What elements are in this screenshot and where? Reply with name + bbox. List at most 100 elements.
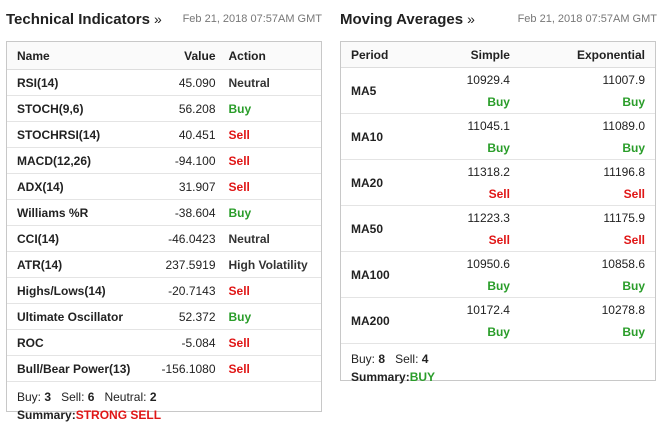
- column-header-period: Period: [341, 42, 429, 68]
- ma-simple-value: 11045.1: [467, 119, 510, 133]
- summary-value: BUY: [409, 370, 436, 384]
- indicator-name[interactable]: MACD(12,26): [7, 147, 151, 174]
- indicator-name[interactable]: Williams %R: [7, 199, 151, 226]
- table-row: STOCHRSI(14) 40.451 Sell: [7, 121, 321, 148]
- ma-simple-value: 10950.6: [466, 257, 510, 271]
- ma-period: MA100: [341, 251, 429, 298]
- indicator-value: 237.5919: [150, 251, 228, 278]
- table-row: ADX(14) 31.907 Sell: [7, 173, 321, 200]
- buy-count: 3: [44, 390, 52, 404]
- indicator-value: 31.907: [150, 173, 228, 200]
- ma-exponential-action: Buy: [622, 279, 645, 293]
- ma-simple-action: Buy: [487, 141, 510, 155]
- table-row: CCI(14) -46.0423 Neutral: [7, 225, 321, 252]
- ma-exponential-value: 11175.9: [603, 211, 645, 225]
- ma-simple-action: Buy: [487, 279, 510, 293]
- technical-table: Name Value Action RSI(14) 45.090 Neutral ST…: [7, 42, 321, 382]
- technical-title-link[interactable]: Technical Indicators»: [6, 11, 162, 28]
- indicator-action: Sell: [227, 147, 321, 174]
- ma-exponential-value: 11089.0: [602, 119, 646, 133]
- indicator-action: Buy: [227, 303, 321, 330]
- ma-exponential-action: Buy: [622, 95, 645, 109]
- column-header-exponential: Exponential: [519, 42, 655, 68]
- ma-simple-cell: 11045.1 Buy: [428, 113, 520, 160]
- indicator-name[interactable]: ROC: [7, 329, 151, 356]
- neutral-count: 2: [149, 390, 157, 404]
- table-row: Highs/Lows(14) -20.7143 Sell: [7, 277, 321, 304]
- technical-header-row: Name Value Action: [7, 42, 321, 70]
- sell-count-label: Sell:: [61, 390, 85, 404]
- column-header-value: Value: [150, 42, 228, 70]
- technical-header: Technical Indicators» Feb 21, 2018 07:57…: [0, 0, 330, 40]
- technical-counts: Buy: 3 Sell: 6 Neutral: 2: [17, 390, 321, 404]
- ma-simple-value: 11223.3: [467, 211, 510, 225]
- table-row: RSI(14) 45.090 Neutral: [7, 69, 321, 96]
- ma-simple-cell: 11223.3 Sell: [428, 205, 520, 252]
- ma-period: MA50: [341, 205, 429, 252]
- indicator-action: Neutral: [227, 225, 321, 252]
- technical-summary: Buy: 3 Sell: 6 Neutral: 2 Summary:STRONG…: [7, 390, 321, 422]
- ma-simple-cell: 11318.2 Sell: [428, 159, 520, 206]
- indicator-name[interactable]: Highs/Lows(14): [7, 277, 151, 304]
- ma-exponential-action: Sell: [623, 187, 645, 201]
- ma-period: MA5: [341, 67, 429, 114]
- indicator-name[interactable]: Ultimate Oscillator: [7, 303, 151, 330]
- indicator-action: Sell: [227, 277, 321, 304]
- indicator-action: Sell: [227, 173, 321, 200]
- table-row: ATR(14) 237.5919 High Volatility: [7, 251, 321, 278]
- table-row: MA100 10950.6 Buy 10858.6 Buy: [341, 251, 655, 298]
- technical-indicators-panel: Technical Indicators» Feb 21, 2018 07:57…: [0, 0, 330, 422]
- column-header-simple: Simple: [428, 42, 520, 68]
- indicator-action: Sell: [227, 329, 321, 356]
- ma-simple-value: 10929.4: [466, 73, 510, 87]
- ma-period: MA10: [341, 113, 429, 160]
- indicator-action: Buy: [227, 199, 321, 226]
- technical-title[interactable]: Technical Indicators: [6, 11, 150, 28]
- indicator-action: Sell: [227, 121, 321, 148]
- ma-simple-action: Buy: [487, 95, 510, 109]
- ma-period: MA200: [341, 297, 429, 344]
- moving-header: Moving Averages» Feb 21, 2018 07:57AM GM…: [340, 0, 661, 40]
- indicator-action: Buy: [227, 95, 321, 122]
- technical-summary-line: Summary:STRONG SELL: [17, 408, 321, 422]
- sell-count: 6: [87, 390, 95, 404]
- column-header-name: Name: [7, 42, 151, 70]
- ma-exponential-action: Sell: [623, 233, 645, 247]
- table-row: Bull/Bear Power(13) -156.1080 Sell: [7, 355, 321, 382]
- moving-summary-line: Summary:BUY: [351, 370, 655, 384]
- sell-count-label: Sell:: [395, 352, 419, 366]
- ma-exponential-cell: 10278.8 Buy: [519, 297, 655, 344]
- moving-table: Period Simple Exponential MA5 10929.4 Buy 1…: [341, 42, 655, 344]
- moving-header-row: Period Simple Exponential: [341, 42, 655, 68]
- indicator-name[interactable]: Bull/Bear Power(13): [7, 355, 151, 382]
- indicator-action: Sell: [227, 355, 321, 382]
- table-row: MA50 11223.3 Sell 11175.9 Sell: [341, 205, 655, 252]
- chevron-right-icon[interactable]: »: [153, 11, 162, 27]
- column-header-action: Action: [227, 42, 321, 70]
- ma-exponential-cell: 11196.8 Sell: [519, 159, 655, 206]
- summary-label: Summary:: [351, 370, 410, 384]
- indicator-value: 52.372: [150, 303, 228, 330]
- indicator-name[interactable]: STOCH(9,6): [7, 95, 151, 122]
- indicator-value: -38.604: [150, 199, 228, 226]
- ma-exponential-action: Buy: [622, 141, 645, 155]
- indicator-name[interactable]: ADX(14): [7, 173, 151, 200]
- indicator-name[interactable]: STOCHRSI(14): [7, 121, 151, 148]
- table-row: MA200 10172.4 Buy 10278.8 Buy: [341, 297, 655, 344]
- indicator-name[interactable]: RSI(14): [7, 69, 151, 96]
- ma-exponential-value: 11007.9: [602, 73, 646, 87]
- chevron-right-icon[interactable]: »: [467, 11, 475, 27]
- indicator-name[interactable]: ATR(14): [7, 251, 151, 278]
- moving-counts: Buy: 8 Sell: 4: [351, 352, 655, 366]
- moving-title[interactable]: Moving Averages: [340, 11, 464, 28]
- technical-timestamp: Feb 21, 2018 07:57AM GMT: [182, 13, 322, 25]
- moving-averages-panel: Moving Averages» Feb 21, 2018 07:57AM GM…: [340, 0, 661, 384]
- moving-summary: Buy: 8 Sell: 4 Summary:BUY: [341, 352, 655, 384]
- indicator-name[interactable]: CCI(14): [7, 225, 151, 252]
- ma-exponential-cell: 11007.9 Buy: [519, 67, 655, 114]
- ma-simple-value: 10172.4: [466, 303, 510, 317]
- sell-count: 4: [421, 352, 429, 366]
- ma-exponential-cell: 11089.0 Buy: [519, 113, 655, 160]
- ma-simple-action: Sell: [488, 187, 510, 201]
- moving-title-link[interactable]: Moving Averages»: [340, 11, 475, 28]
